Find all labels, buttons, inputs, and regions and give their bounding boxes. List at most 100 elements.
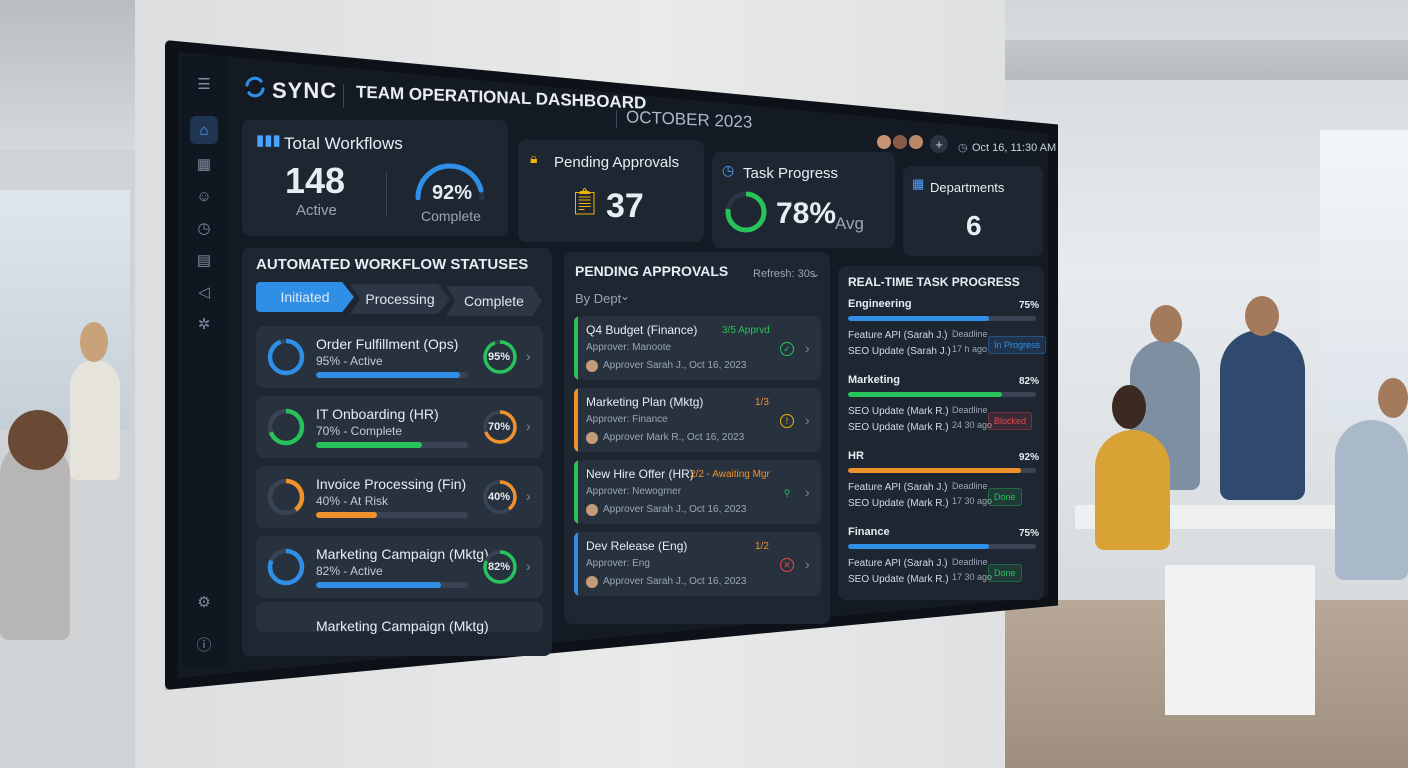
grid-icon[interactable]: ▦ (196, 156, 212, 173)
task-item: Feature API (Sarah J.) (848, 482, 948, 493)
approval-count: 1/3 (755, 397, 769, 408)
workflow-name: Order Fulfillment (Ops) (316, 336, 459, 352)
user-icon[interactable]: ☺ (196, 187, 212, 205)
task-progress-value: 78% (776, 197, 837, 230)
person-head (80, 322, 108, 362)
workflow-percent-ring (483, 410, 517, 444)
departments-card[interactable] (903, 166, 1043, 256)
pending-approvals-card[interactable] (518, 140, 704, 242)
settings-icon[interactable]: ✲ (197, 316, 211, 333)
workflow-percent: 70% (488, 421, 511, 433)
chevron-right-icon[interactable]: › (526, 558, 531, 574)
tab-initiated[interactable]: Initiated (256, 282, 354, 312)
avatar[interactable] (907, 133, 925, 151)
approval-status-bar (574, 388, 578, 452)
chevron-down-icon[interactable]: ⌄ (811, 268, 821, 280)
refresh-selector[interactable]: Refresh: 30s (753, 268, 816, 280)
info-icon[interactable]: ⓘ (196, 636, 212, 654)
home-icon[interactable]: ⌂ (190, 116, 218, 144)
workflow-percent-ring (483, 340, 517, 374)
total-workflows-label: Total Workflows (284, 134, 403, 153)
menu-icon[interactable]: ☰ (197, 76, 211, 93)
check-circle-icon: ✓ (780, 342, 794, 356)
dept-progress-bar (848, 544, 1036, 549)
dept-filter[interactable]: By Dept (575, 291, 622, 306)
task-item: Feature API (Sarah J.) (848, 558, 948, 569)
chevron-right-icon[interactable]: › (805, 412, 810, 428)
avatar (586, 504, 598, 516)
approval-meta: Approver Sarah J., Oct 16, 2023 (603, 504, 747, 515)
approval-approver: Approver: Manoote (586, 342, 672, 353)
chevron-right-icon[interactable]: › (526, 418, 531, 434)
add-member-button[interactable]: + (930, 135, 948, 153)
dept-progress-bar (848, 468, 1036, 473)
dept-percent: 92% (1019, 452, 1040, 463)
card-divider (386, 172, 387, 216)
task-item: SEO Update (Mark R.) (848, 498, 949, 509)
task-progress-ring (725, 191, 767, 233)
workflow-ring (267, 408, 305, 446)
dept-progress-fill (848, 392, 1003, 397)
workflow-name: Marketing Campaign (Mktg) (316, 546, 489, 562)
user-check-icon: ⚲ (783, 487, 791, 498)
tab-label: Processing (365, 291, 435, 307)
departments-value: 6 (966, 210, 982, 241)
person-figure (0, 440, 70, 640)
dept-name: Engineering (848, 298, 912, 310)
chevron-down-icon[interactable]: ⌄ (620, 289, 631, 303)
total-workflows-value: 148 (285, 160, 346, 201)
approval-name: Q4 Budget (Finance) (586, 323, 698, 337)
chevron-right-icon[interactable]: › (526, 488, 531, 504)
clock-icon[interactable]: ◷ (197, 220, 211, 237)
brand-name: SYNC (272, 78, 338, 103)
dept-progress-fill (848, 468, 1021, 473)
approval-meta: Approver Mark R., Oct 16, 2023 (603, 432, 745, 443)
workflow-ring (267, 338, 305, 376)
approval-card[interactable] (574, 532, 821, 596)
chevron-right-icon[interactable]: › (805, 556, 810, 572)
tab-label: Complete (464, 293, 524, 309)
megaphone-icon[interactable]: ◁ (198, 284, 210, 301)
workflow-percent: 40% (488, 491, 511, 503)
chevron-right-icon[interactable]: › (805, 484, 810, 500)
gear-icon[interactable]: ⚙ (197, 594, 211, 611)
completion-sub: Complete (421, 208, 481, 224)
tab-complete[interactable]: Complete (446, 286, 542, 316)
deadline-value: 17 30 ago (952, 572, 993, 582)
chevron-right-icon[interactable]: › (805, 340, 810, 356)
task-item: SEO Update (Mark R.) (848, 574, 949, 585)
chart-icon[interactable]: ▤ (196, 252, 212, 269)
deadline-value: 17 h ago (952, 344, 988, 354)
person-head (1150, 305, 1182, 343)
task-item: SEO Update (Mark R.) (848, 406, 949, 417)
tab-processing[interactable]: Processing (350, 284, 450, 314)
workflow-ring (267, 548, 305, 586)
total-workflows-sub: Active (296, 202, 337, 219)
person-head (1245, 296, 1279, 336)
workflow-status: 40% - At Risk (316, 494, 389, 508)
dept-name: HR (848, 450, 864, 462)
deadline-label: Deadline (952, 481, 988, 491)
approval-card[interactable] (574, 316, 821, 380)
task-panel-title: REAL-TIME TASK PROGRESS (848, 275, 1020, 289)
workflow-ring (267, 478, 305, 516)
task-progress-label: Task Progress (743, 165, 839, 182)
workflow-status: 82% - Active (316, 564, 383, 578)
departments-icon: ▦ (912, 176, 925, 191)
approval-card[interactable] (574, 388, 821, 452)
status-badge: In Progress (988, 336, 1047, 354)
avatar (586, 432, 598, 444)
person-figure (1220, 330, 1305, 500)
deadline-label: Deadline (952, 329, 988, 339)
dept-name: Marketing (848, 374, 900, 386)
avatar (586, 576, 598, 588)
workflow-row[interactable] (256, 602, 543, 632)
approval-approver: Approver: Eng (586, 558, 650, 569)
chevron-right-icon[interactable]: › (526, 348, 531, 364)
deadline-label: Deadline (952, 405, 988, 415)
total-workflows-card[interactable] (242, 120, 508, 236)
approval-count: 2/2 - Awaiting Mgr (690, 469, 770, 480)
workflow-panel-title: AUTOMATED WORKFLOW STATUSES (256, 256, 529, 273)
approval-card[interactable] (574, 460, 821, 524)
dept-progress-bar (848, 392, 1036, 397)
